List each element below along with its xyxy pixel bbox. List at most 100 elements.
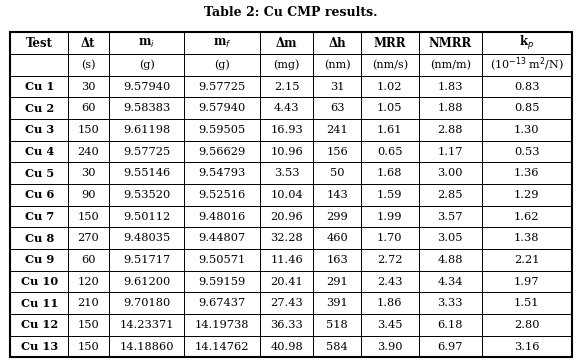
Text: 9.57725: 9.57725 [123, 147, 170, 157]
Bar [482, 249, 572, 271]
Text: (nm): (nm) [324, 60, 350, 70]
Text: 3.33: 3.33 [438, 298, 463, 308]
Bar [109, 249, 184, 271]
Text: k$_p$: k$_p$ [519, 34, 534, 52]
Bar [482, 336, 572, 357]
Text: 3.45: 3.45 [377, 320, 403, 330]
Text: Cu 3: Cu 3 [24, 125, 54, 135]
Text: 0.53: 0.53 [514, 147, 540, 157]
Bar [314, 227, 361, 249]
Bar [109, 76, 184, 97]
Text: 0.65: 0.65 [377, 147, 403, 157]
Text: 1.36: 1.36 [514, 168, 540, 178]
Bar [361, 292, 418, 314]
Text: 9.54793: 9.54793 [198, 168, 246, 178]
Text: 1.30: 1.30 [514, 125, 540, 135]
Text: Cu 10: Cu 10 [20, 276, 58, 287]
Text: 1.68: 1.68 [377, 168, 403, 178]
Bar [68, 97, 109, 119]
Bar [10, 206, 68, 227]
Text: 391: 391 [327, 298, 348, 308]
Bar [68, 227, 109, 249]
Text: 150: 150 [77, 125, 99, 135]
Bar [184, 141, 260, 162]
Text: 9.61200: 9.61200 [123, 277, 170, 287]
Text: 6.18: 6.18 [438, 320, 463, 330]
Bar [68, 314, 109, 336]
Bar [109, 314, 184, 336]
Bar [184, 206, 260, 227]
Bar [314, 162, 361, 184]
Bar [184, 292, 260, 314]
Bar [10, 32, 572, 357]
Text: 1.59: 1.59 [377, 190, 403, 200]
Text: 9.48016: 9.48016 [198, 212, 246, 222]
Text: 518: 518 [327, 320, 348, 330]
Bar [361, 141, 418, 162]
Bar [482, 206, 572, 227]
Text: 120: 120 [77, 277, 99, 287]
Bar [10, 292, 68, 314]
Text: 2.21: 2.21 [514, 255, 540, 265]
Text: 2.80: 2.80 [514, 320, 540, 330]
Text: m$_f$: m$_f$ [213, 37, 232, 50]
Text: 32.28: 32.28 [271, 233, 303, 243]
Text: 150: 150 [77, 342, 99, 352]
Bar [260, 314, 314, 336]
Bar [10, 97, 68, 119]
Text: 2.85: 2.85 [438, 190, 463, 200]
Bar [260, 227, 314, 249]
Text: 60: 60 [81, 103, 95, 113]
Bar [361, 76, 418, 97]
Bar [418, 314, 482, 336]
Text: Δh: Δh [328, 37, 346, 50]
Bar [184, 97, 260, 119]
Bar [314, 32, 361, 54]
Text: Δm: Δm [276, 37, 297, 50]
Text: Cu 12: Cu 12 [20, 319, 58, 330]
Text: MRR: MRR [374, 37, 406, 50]
Text: 1.70: 1.70 [377, 233, 403, 243]
Text: 584: 584 [327, 342, 348, 352]
Bar [184, 336, 260, 357]
Text: 1.86: 1.86 [377, 298, 403, 308]
Bar [260, 206, 314, 227]
Text: 9.59505: 9.59505 [198, 125, 246, 135]
Bar [418, 54, 482, 76]
Bar [68, 119, 109, 141]
Bar [482, 97, 572, 119]
Bar [418, 162, 482, 184]
Bar [68, 249, 109, 271]
Bar [418, 249, 482, 271]
Text: 9.58383: 9.58383 [123, 103, 170, 113]
Bar [314, 141, 361, 162]
Bar [482, 314, 572, 336]
Bar [109, 119, 184, 141]
Text: 299: 299 [327, 212, 348, 222]
Text: 156: 156 [327, 147, 348, 157]
Bar [109, 227, 184, 249]
Text: 20.41: 20.41 [271, 277, 303, 287]
Bar [109, 184, 184, 206]
Text: Cu 13: Cu 13 [20, 341, 58, 352]
Text: 1.38: 1.38 [514, 233, 540, 243]
Bar [10, 227, 68, 249]
Bar [260, 292, 314, 314]
Bar [10, 271, 68, 292]
Bar [418, 76, 482, 97]
Bar [361, 206, 418, 227]
Text: 1.88: 1.88 [438, 103, 463, 113]
Text: 4.43: 4.43 [274, 103, 300, 113]
Bar [361, 249, 418, 271]
Bar [260, 32, 314, 54]
Bar [109, 97, 184, 119]
Text: 210: 210 [77, 298, 99, 308]
Text: 16.93: 16.93 [271, 125, 303, 135]
Bar [314, 336, 361, 357]
Bar [184, 184, 260, 206]
Text: 241: 241 [327, 125, 348, 135]
Text: 9.50571: 9.50571 [198, 255, 246, 265]
Bar [260, 162, 314, 184]
Bar [68, 206, 109, 227]
Bar [361, 336, 418, 357]
